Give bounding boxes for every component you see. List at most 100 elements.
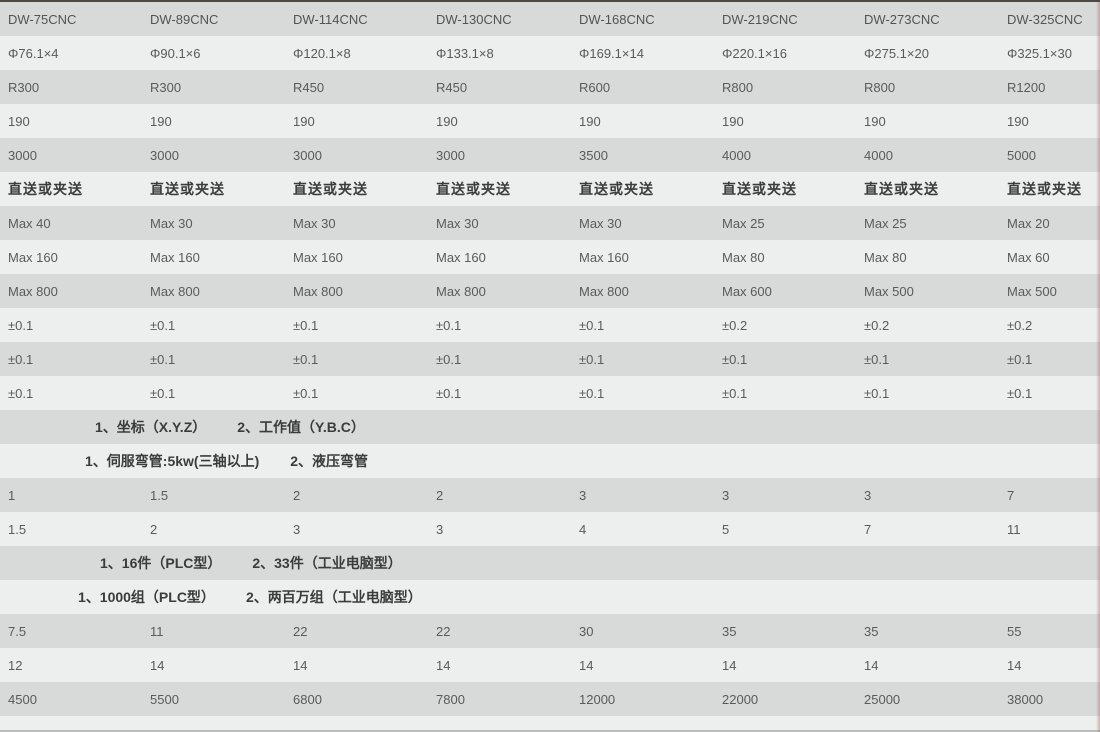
spec-cell: Max 160 <box>150 249 200 265</box>
spec-cell: ±0.1 <box>436 385 462 401</box>
spec-row: ±0.1 ±0.1 ±0.1 ±0.1 ±0.1 ±0.2 ±0.2 ±0.2 <box>0 308 1100 342</box>
spec-cell: 7.5 <box>8 623 27 639</box>
spec-cell: 5000 <box>1007 147 1036 163</box>
spec-cell: 2 <box>436 487 444 503</box>
right-edge-line <box>1096 0 1100 732</box>
spec-cell: 6800 <box>293 691 322 707</box>
spec-cell: 3500 <box>579 147 608 163</box>
spec-cell: ±0.1 <box>293 317 319 333</box>
spec-cell: Max 500 <box>864 283 914 299</box>
spec-cell: 3 <box>579 487 587 503</box>
spec-cell: Φ220.1×16 <box>722 45 787 61</box>
spec-cell: 直送或夹送 <box>579 181 654 197</box>
spec-cell: ±0.1 <box>150 385 176 401</box>
spec-cell: Max 30 <box>579 215 622 231</box>
spec-cell: Max 40 <box>8 215 51 231</box>
spec-cell: 35 <box>722 623 737 639</box>
spec-cell: Φ325.1×30 <box>1007 45 1072 61</box>
spec-cell: 1.5 <box>150 487 169 503</box>
spec-cell: 3 <box>293 521 301 537</box>
spec-cell: 直送或夹送 <box>293 181 368 197</box>
spec-cell: Max 160 <box>579 249 629 265</box>
spec-cell: Max 500 <box>1007 283 1057 299</box>
spec-cell: 190 <box>293 113 315 129</box>
spec-cell: Max 30 <box>150 215 193 231</box>
spec-cell: 190 <box>864 113 886 129</box>
note-row: 1、16件（PLC型） 2、33件（工业电脑型） <box>0 546 1100 580</box>
spec-row: ±0.1 ±0.1 ±0.1 ±0.1 ±0.1 ±0.1 ±0.1 ±0.1 <box>0 376 1100 410</box>
spec-row: 190 190 190 190 190 190 190 190 <box>0 104 1100 138</box>
spec-cell: 直送或夹送 <box>722 181 797 197</box>
spec-cell: R450 <box>436 79 468 95</box>
spec-cell: R300 <box>8 79 40 95</box>
spec-cell: 4000 <box>722 147 751 163</box>
spec-cell: Max 800 <box>8 283 58 299</box>
column-header-cell: DW-273CNC <box>864 11 940 27</box>
spec-cell: R600 <box>579 79 611 95</box>
spec-cell: 7 <box>1007 487 1015 503</box>
spec-cell: 190 <box>150 113 172 129</box>
spec-cell: ±0.1 <box>8 317 34 333</box>
column-header-cell: DW-219CNC <box>722 11 798 27</box>
spec-cell: ±0.1 <box>150 317 176 333</box>
spec-row: ±0.1 ±0.1 ±0.1 ±0.1 ±0.1 ±0.1 ±0.1 ±0.1 <box>0 342 1100 376</box>
spec-cell: 4000 <box>864 147 893 163</box>
column-header-cell: DW-168CNC <box>579 11 655 27</box>
spec-cell: ±0.1 <box>8 385 34 401</box>
spec-cell: Max 160 <box>436 249 486 265</box>
spec-cell: 30 <box>579 623 594 639</box>
top-edge-line <box>0 0 1100 2</box>
spec-cell: 35 <box>864 623 879 639</box>
spec-cell: 4 <box>579 521 587 537</box>
spec-table-rows: DW-75CNC DW-89CNC DW-114CNC DW-130CNC DW-168… <box>0 2 1100 716</box>
spec-cell: ±0.1 <box>722 351 748 367</box>
spec-cell: 3 <box>436 521 444 537</box>
spec-cell: ±0.2 <box>1007 317 1033 333</box>
spec-cell: Φ76.1×4 <box>8 45 59 61</box>
spec-cell: 11 <box>1007 521 1021 537</box>
spec-cell: 直送或夹送 <box>864 181 939 197</box>
spec-cell: R450 <box>293 79 325 95</box>
spec-cell: 190 <box>722 113 744 129</box>
spec-cell: 14 <box>436 657 451 673</box>
spec-cell: Max 25 <box>864 215 907 231</box>
spec-row: 7.5 11 22 22 30 35 35 55 <box>0 614 1100 648</box>
spec-cell: Max 800 <box>150 283 200 299</box>
spec-cell: R800 <box>864 79 896 95</box>
spec-cell: ±0.1 <box>1007 385 1033 401</box>
spec-cell: 3 <box>864 487 872 503</box>
spec-cell: ±0.1 <box>1007 351 1033 367</box>
spec-cell: Max 80 <box>722 249 765 265</box>
note-text: 1、坐标（X.Y.Z） <box>95 419 207 435</box>
spec-row: R300 R300 R450 R450 R600 R800 R800 R1200 <box>0 70 1100 104</box>
column-header-cell: DW-325CNC <box>1007 11 1083 27</box>
spec-cell: 11 <box>150 623 164 639</box>
spec-cell: 1 <box>8 487 16 503</box>
spec-cell: ±0.1 <box>293 351 319 367</box>
column-header-cell: DW-114CNC <box>293 11 368 27</box>
spec-cell: 直送或夹送 <box>150 181 225 197</box>
spec-cell: ±0.2 <box>864 317 890 333</box>
spec-cell: R1200 <box>1007 79 1046 95</box>
spec-cell: 38000 <box>1007 691 1044 707</box>
spec-cell: Max 800 <box>436 283 486 299</box>
spec-cell: ±0.1 <box>436 317 462 333</box>
spec-row: 4500 5500 6800 7800 12000 22000 25000 38000 <box>0 682 1100 716</box>
spec-cell: 2 <box>293 487 301 503</box>
spec-cell: 2 <box>150 521 158 537</box>
column-header-cell: DW-130CNC <box>436 11 512 27</box>
note-text: 2、两百万组（工业电脑型） <box>245 589 422 605</box>
spec-cell: ±0.1 <box>579 317 605 333</box>
note-row: 1、1000组（PLC型） 2、两百万组（工业电脑型） <box>0 580 1100 614</box>
spec-cell: Max 160 <box>8 249 58 265</box>
spec-cell: 直送或夹送 <box>1007 181 1082 197</box>
note-text: 2、工作值（Y.B.C） <box>237 419 365 435</box>
spec-cell: ±0.1 <box>864 385 890 401</box>
spec-cell: ±0.1 <box>436 351 462 367</box>
spec-row: Φ76.1×4 Φ90.1×6 Φ120.1×8 Φ133.1×8 Φ169.1×14 Φ… <box>0 36 1100 70</box>
spec-cell: 22 <box>436 623 451 639</box>
spec-cell: ±0.1 <box>579 351 605 367</box>
spec-cell: Max 800 <box>293 283 343 299</box>
spec-cell: 7 <box>864 521 872 537</box>
